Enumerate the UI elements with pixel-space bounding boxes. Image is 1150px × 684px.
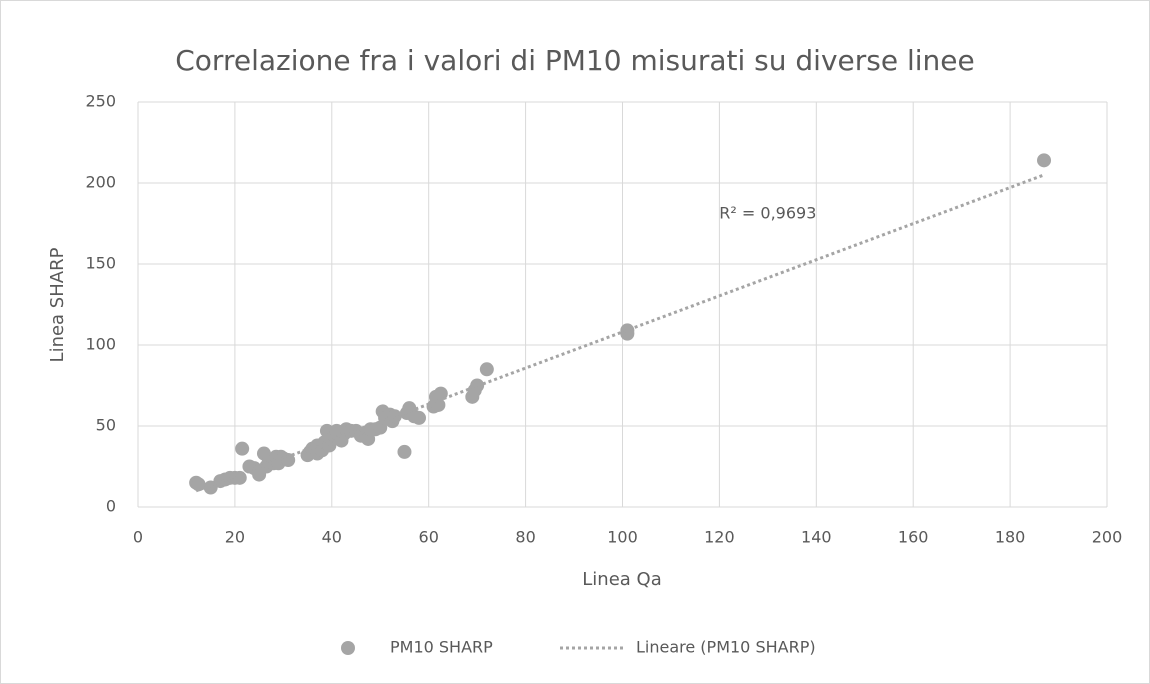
point: [1037, 153, 1052, 168]
point: [232, 470, 247, 485]
y-tick-label: 250: [85, 92, 116, 111]
point: [281, 453, 296, 468]
point: [412, 410, 427, 425]
y-tick-label: 150: [85, 254, 116, 273]
x-tick-label: 200: [1092, 528, 1123, 547]
chart-title: Correlazione fra i valori di PM10 misura…: [175, 44, 975, 77]
y-tick-label: 200: [85, 173, 116, 192]
y-axis-label: Linea SHARP: [47, 247, 68, 362]
x-tick-label: 160: [898, 528, 929, 547]
trendline: [195, 173, 1045, 493]
point: [397, 444, 412, 459]
annotation: R² = 0,9693: [719, 203, 816, 222]
x-tick-label: 40: [322, 528, 342, 547]
x-tick-label: 20: [225, 528, 245, 547]
x-tick-label: 100: [607, 528, 638, 547]
legend-label: Lineare (PM10 SHARP): [636, 638, 816, 657]
point: [235, 441, 250, 456]
x-tick-label: 80: [515, 528, 535, 547]
y-tick-label: 50: [96, 416, 116, 435]
x-axis-label: Linea Qa: [582, 569, 661, 590]
x-tick-label: 60: [419, 528, 439, 547]
legend-label: PM10 SHARP: [390, 638, 493, 657]
y-tick-label: 100: [85, 335, 116, 354]
y-tick-label: 0: [106, 497, 116, 516]
legend-marker: [341, 641, 355, 655]
x-tick-label: 140: [801, 528, 832, 547]
point: [620, 326, 635, 341]
point: [479, 362, 494, 377]
x-tick-label: 120: [704, 528, 735, 547]
x-tick-label: 180: [995, 528, 1026, 547]
x-tick-label: 0: [133, 528, 143, 547]
